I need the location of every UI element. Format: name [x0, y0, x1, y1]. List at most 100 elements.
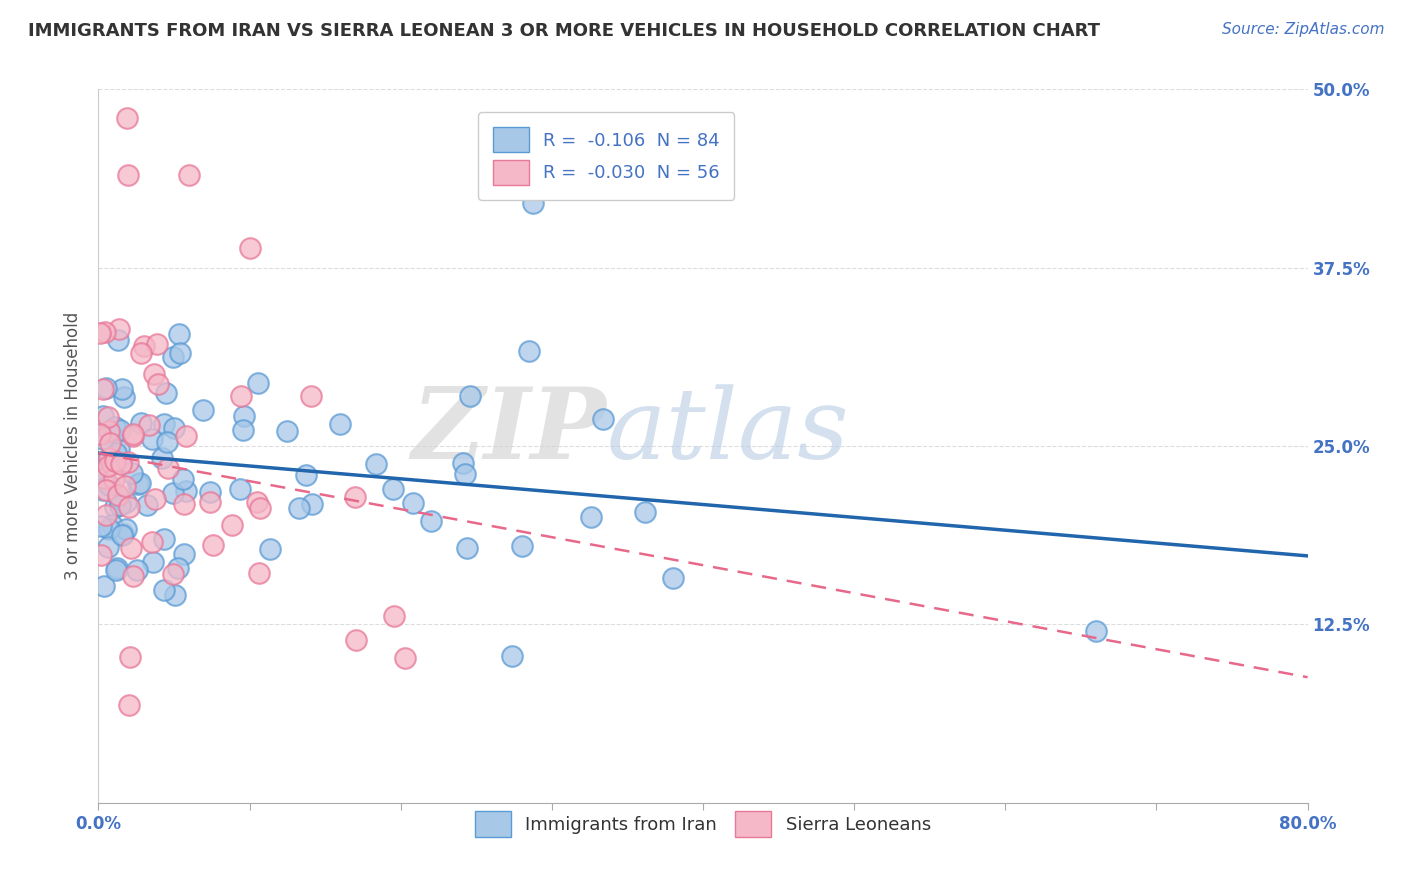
Point [90, 548, 112, 562]
Point [128, 476, 150, 491]
Point [198, 485, 221, 500]
Point [117, 454, 139, 468]
Point [201, 538, 224, 552]
Point [115, 112, 138, 126]
Point [115, 495, 138, 509]
Point [142, 367, 165, 381]
Point [91, 382, 114, 396]
Point [111, 382, 134, 396]
Point [420, 514, 443, 528]
Point [239, 241, 262, 255]
Point [276, 424, 298, 438]
Point [110, 457, 132, 471]
Point [104, 500, 127, 514]
Point [97, 477, 120, 491]
Point [501, 648, 523, 663]
Point [167, 561, 190, 575]
Point [117, 168, 139, 182]
Point [221, 518, 243, 533]
Point [122, 569, 145, 583]
Point [200, 494, 222, 508]
Point [259, 541, 281, 556]
Point [101, 457, 124, 471]
Point [344, 633, 367, 648]
Point [112, 526, 135, 541]
Point [402, 496, 425, 510]
Point [121, 467, 143, 481]
Point [287, 501, 309, 516]
Point [118, 500, 141, 514]
Point [173, 497, 195, 511]
Point [174, 429, 197, 443]
Point [148, 376, 170, 391]
Point [163, 421, 186, 435]
Point [98, 522, 121, 536]
Point [633, 505, 655, 519]
Point [127, 477, 149, 491]
Point [90, 519, 112, 533]
Point [150, 450, 173, 465]
Point [228, 483, 250, 497]
Point [111, 456, 134, 470]
Point [162, 351, 184, 365]
Point [247, 376, 270, 390]
Point [174, 483, 197, 498]
Point [98, 435, 121, 450]
Point [169, 346, 191, 360]
Y-axis label: 3 or more Vehicles in Household: 3 or more Vehicles in Household [65, 312, 83, 580]
Point [93, 579, 115, 593]
Point [329, 417, 352, 431]
Point [394, 651, 416, 665]
Point [344, 491, 367, 505]
Point [120, 541, 142, 555]
Point [103, 472, 125, 486]
Point [97, 451, 120, 466]
Point [247, 566, 270, 581]
Point [108, 498, 131, 512]
Legend: Immigrants from Iran, Sierra Leoneans: Immigrants from Iran, Sierra Leoneans [468, 804, 938, 844]
Point [295, 468, 318, 483]
Point [96, 381, 118, 395]
Point [364, 458, 387, 472]
Point [97, 424, 120, 438]
Point [172, 472, 194, 486]
Point [107, 489, 129, 503]
Point [91, 483, 114, 498]
Point [229, 389, 252, 403]
Point [108, 442, 131, 457]
Point [104, 419, 127, 434]
Point [153, 417, 176, 431]
Point [101, 428, 124, 442]
Point [105, 446, 128, 460]
Point [104, 563, 127, 577]
Point [136, 499, 159, 513]
Point [142, 555, 165, 569]
Point [97, 541, 120, 555]
Point [522, 196, 544, 211]
Point [191, 402, 214, 417]
Point [129, 345, 152, 359]
Point [167, 327, 190, 342]
Point [89, 426, 111, 441]
Point [249, 501, 271, 516]
Point [381, 482, 404, 496]
Point [155, 386, 177, 401]
Point [93, 471, 115, 485]
Point [382, 609, 405, 624]
Point [110, 423, 132, 437]
Point [122, 429, 145, 443]
Point [460, 389, 482, 403]
Point [107, 333, 129, 347]
Point [91, 463, 114, 477]
Text: ZIP: ZIP [412, 384, 606, 480]
Point [118, 649, 141, 664]
Point [138, 417, 160, 432]
Point [91, 409, 114, 423]
Point [118, 698, 141, 712]
Point [177, 168, 200, 182]
Point [153, 583, 176, 598]
Point [661, 571, 683, 585]
Point [299, 389, 322, 403]
Point [143, 492, 166, 507]
Text: IMMIGRANTS FROM IRAN VS SIERRA LEONEAN 3 OR MORE VEHICLES IN HOUSEHOLD CORRELATI: IMMIGRANTS FROM IRAN VS SIERRA LEONEAN 3… [28, 22, 1099, 40]
